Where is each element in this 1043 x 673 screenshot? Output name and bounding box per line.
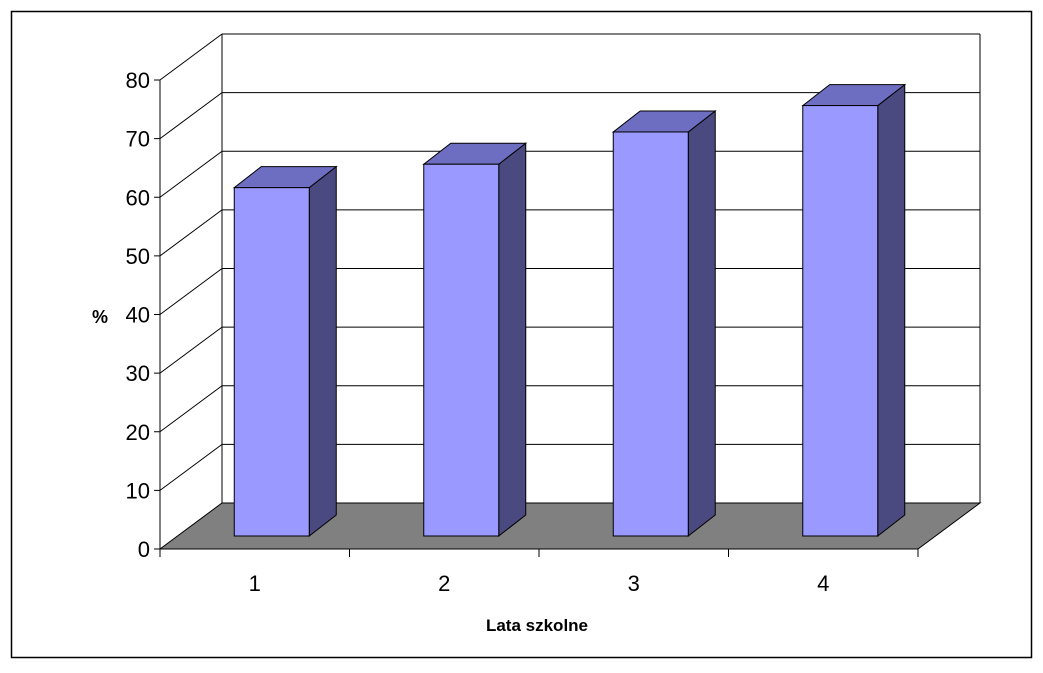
side-wall-gridline [159,268,223,315]
y-tick-label: 60 [126,185,150,210]
x-tick-label: 2 [438,571,450,596]
bar-front [423,163,500,537]
bar-side [687,109,716,538]
y-tick-label: 70 [126,127,150,152]
bar-side [308,165,337,538]
y-tick-label: 20 [126,420,150,445]
side-wall-gridline [159,326,223,374]
side-wall-gridline [159,385,223,433]
y-tick-label: 0 [138,537,150,562]
y-tick-label: 80 [126,68,150,93]
y-axis-label: % [92,307,108,327]
bar [422,142,528,538]
y-tick-label: 30 [126,361,150,386]
side-wall-gridline [159,33,223,81]
bar-front [802,105,879,537]
bar-front [233,187,310,537]
side-wall-gridline [159,92,223,140]
bar-side [877,83,906,538]
x-tick-label: 4 [817,571,829,596]
x-tick-label: 3 [628,571,640,596]
x-tick-label: 1 [249,571,261,596]
y-tick-label: 50 [126,244,150,269]
bar [611,109,717,538]
y-tick-label: 40 [126,303,150,328]
side-wall-gridline [159,209,223,257]
bar-side [498,142,527,538]
side-wall-gridline [159,443,223,491]
bar [801,83,907,538]
y-tick-label: 10 [126,478,150,503]
side-wall-gridline [159,150,223,198]
bar [232,165,338,538]
x-axis-label: Lata szkolne [486,616,588,635]
bar-front [612,131,689,537]
